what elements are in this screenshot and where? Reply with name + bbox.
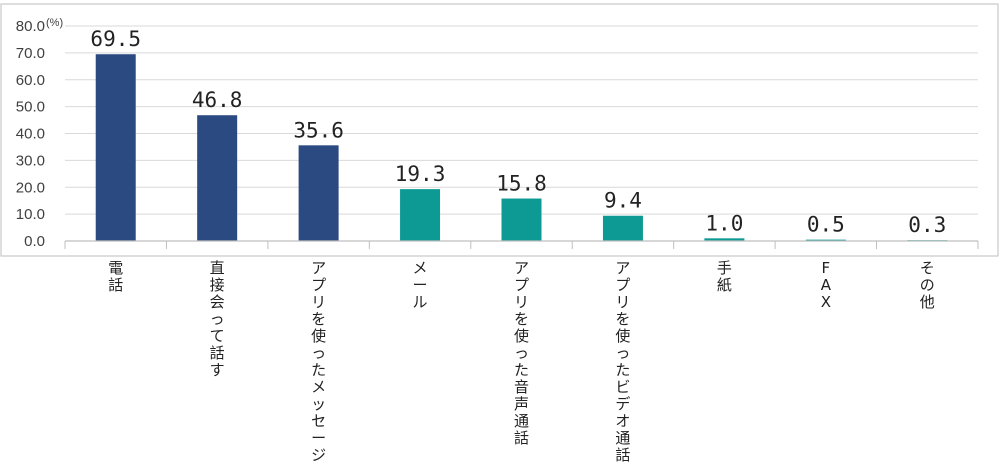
category-label: アプリを使った音声通話 bbox=[514, 259, 529, 447]
category-label: 直接会って話す bbox=[210, 259, 225, 379]
y-tick-label: 0.0 bbox=[24, 233, 45, 250]
data-label: 69.5 bbox=[90, 27, 141, 51]
y-tick-label: 60.0 bbox=[16, 72, 45, 89]
data-label: 35.6 bbox=[293, 118, 344, 142]
data-label: 9.4 bbox=[604, 189, 642, 213]
category-label: アプリを使ったメッセージ bbox=[311, 259, 326, 464]
data-label: 0.5 bbox=[807, 213, 845, 237]
data-labels: 69.5 46.8 35.6 19.3 15.8 9.4 1.0 0.5 0.3 bbox=[90, 27, 946, 237]
plot-frame bbox=[0, 3, 999, 257]
bar bbox=[704, 238, 745, 241]
category-separators bbox=[64, 241, 979, 249]
y-tick-label: 40.0 bbox=[16, 126, 45, 143]
bars bbox=[95, 54, 948, 241]
y-tick-labels: 0.0 10.0 20.0 30.0 40.0 50.0 60.0 70.0 80.0 bbox=[16, 18, 45, 250]
category-label: メール bbox=[413, 259, 428, 311]
y-tick-label: 30.0 bbox=[16, 152, 45, 169]
bar bbox=[602, 215, 643, 241]
data-label: 46.8 bbox=[192, 88, 243, 112]
bar bbox=[95, 54, 136, 241]
data-label: 19.3 bbox=[395, 162, 446, 186]
bar bbox=[501, 198, 542, 241]
category-label: その他 bbox=[920, 259, 935, 311]
y-tick-label: 70.0 bbox=[16, 45, 45, 62]
unit-label: (%) bbox=[46, 17, 63, 29]
y-tick-label: 80.0 bbox=[16, 18, 45, 35]
category-label: アプリを使ったビデオ通話 bbox=[615, 259, 630, 464]
category-labels: 電話 直接会って話す アプリを使ったメッセージ メール アプリを使った音声通話 アプリを使… bbox=[108, 259, 935, 464]
category-label: 手紙 bbox=[717, 259, 732, 294]
data-label: 1.0 bbox=[705, 211, 743, 235]
bar bbox=[805, 239, 846, 241]
y-tick-label: 20.0 bbox=[16, 179, 45, 196]
y-tick-label: 10.0 bbox=[16, 206, 45, 223]
data-label: 0.3 bbox=[908, 213, 946, 237]
y-tick-label: 50.0 bbox=[16, 99, 45, 116]
bar bbox=[400, 189, 441, 241]
bar bbox=[197, 115, 238, 241]
category-label: 電話 bbox=[108, 259, 123, 294]
data-label: 15.8 bbox=[496, 172, 547, 196]
bar bbox=[298, 145, 339, 241]
